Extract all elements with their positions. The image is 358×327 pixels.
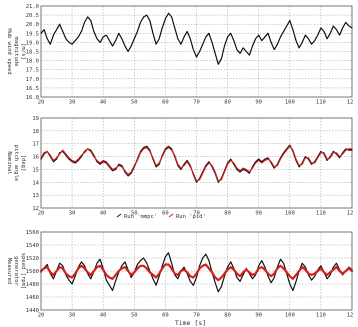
x-tick-label: 80 (224, 211, 231, 217)
y-tick-label: 1500 (26, 269, 39, 275)
y-tick-label: 17 (32, 142, 39, 148)
y-axis-label: magnitude (13, 37, 19, 67)
y-tick-label: 19 (32, 116, 39, 122)
series-line-2 (40, 145, 353, 182)
x-tick-label: 100 (285, 100, 295, 106)
y-tick-label: 1480 (26, 282, 39, 288)
x-tick-label: 12 (347, 313, 354, 319)
y-axis-label: Nominal (6, 151, 12, 174)
y-tick-label: 18 (32, 129, 39, 135)
x-tick-label: 110 (316, 313, 326, 319)
x-tick-label: 90 (255, 211, 262, 217)
x-tick-label: 40 (100, 100, 107, 106)
x-tick-label: 40 (100, 211, 107, 217)
x-tick-label: 90 (255, 100, 262, 106)
y-axis-label: Hub wind speed (6, 28, 12, 74)
legend-swatch (168, 213, 174, 218)
x-tick-label: 20 (38, 100, 45, 106)
x-tick-label: 80 (224, 100, 231, 106)
y-axis-label: speed [rpm] (20, 253, 26, 289)
y-axis-label: generator (13, 256, 19, 286)
y-tick-label: 12 (32, 206, 39, 212)
x-tick-label: 110 (316, 100, 326, 106)
chart-panel-3: 20 30 40 50 60 70 80 90 100 110 12 1560 1540 1520 1500… (6, 230, 353, 327)
x-tick-label: 60 (162, 313, 169, 319)
x-tick-label: 70 (193, 211, 200, 217)
x-tick-label: 20 (38, 211, 45, 217)
y-tick-label: 16 (32, 155, 39, 161)
x-tick-label: 60 (162, 211, 169, 217)
x-tick-label: 110 (316, 211, 326, 217)
y-tick-label: 17.0 (26, 77, 39, 83)
y-tick-label: 19.5 (26, 31, 39, 37)
y-tick-label: 14 (32, 180, 39, 186)
y-tick-label: 17.5 (26, 68, 39, 74)
y-axis-label: Measured (6, 258, 12, 285)
x-tick-label: 100 (285, 313, 295, 319)
chart-panel-2: 20 30 40 50 60 70 80 90 100 110 12 19 18 17 16 15 14 13 12… (6, 116, 353, 220)
y-tick-label: 1520 (26, 256, 39, 262)
x-tick-label: 90 (255, 313, 262, 319)
y-axis-label: [m/s] (20, 43, 26, 60)
x-tick-label: 12 (347, 211, 354, 217)
y-tick-label: 1460 (26, 295, 39, 301)
x-tick-label: 50 (131, 100, 138, 106)
y-tick-label: 20.5 (26, 13, 39, 19)
x-tick-label: 40 (100, 313, 107, 319)
y-tick-label: 1560 (26, 230, 39, 236)
series-line-2 (39, 263, 354, 282)
x-tick-label: 70 (193, 313, 200, 319)
legend-entry: Run 'mmpc' (116, 213, 157, 220)
x-tick-label: 12 (347, 100, 354, 106)
y-tick-label: 1540 (26, 243, 39, 249)
y-tick-label: 19.0 (26, 40, 39, 46)
y-tick-label: 20.0 (26, 22, 39, 28)
y-tick-label: 18.5 (26, 50, 39, 56)
x-tick-label: 30 (69, 100, 76, 106)
y-axis-label: [deg] (20, 155, 26, 172)
x-tick-label: 60 (162, 100, 169, 106)
series-line-1 (40, 12, 353, 65)
x-axis-label: Time [s] (175, 319, 206, 327)
legend-swatch (116, 213, 122, 218)
y-axis-label: pitch angle (13, 145, 19, 181)
y-tick-label: 15 (32, 167, 39, 173)
y-tick-label: 16.0 (26, 95, 39, 101)
chart-panel-1: 20 30 40 50 60 70 80 90 100 110 12 21.0 20.5 20.0 19.5… (6, 4, 353, 106)
legend-label: Run 'pid' (176, 214, 206, 220)
x-tick-label: 30 (69, 211, 76, 217)
y-tick-label: 13 (32, 193, 39, 199)
x-tick-label: 70 (193, 100, 200, 106)
x-tick-label: 50 (131, 211, 138, 217)
x-tick-label: 20 (38, 313, 45, 319)
x-tick-label: 30 (69, 313, 76, 319)
x-tick-label: 100 (285, 211, 295, 217)
x-tick-label: 80 (224, 313, 231, 319)
y-tick-label: 16.5 (26, 86, 39, 92)
legend-entry: Run 'pid' (168, 213, 206, 220)
y-tick-label: 1440 (26, 308, 39, 314)
y-tick-label: 18.0 (26, 59, 39, 65)
y-tick-label: 21.0 (26, 4, 39, 10)
legend-label: Run 'mmpc' (124, 214, 157, 220)
x-tick-label: 50 (131, 313, 138, 319)
